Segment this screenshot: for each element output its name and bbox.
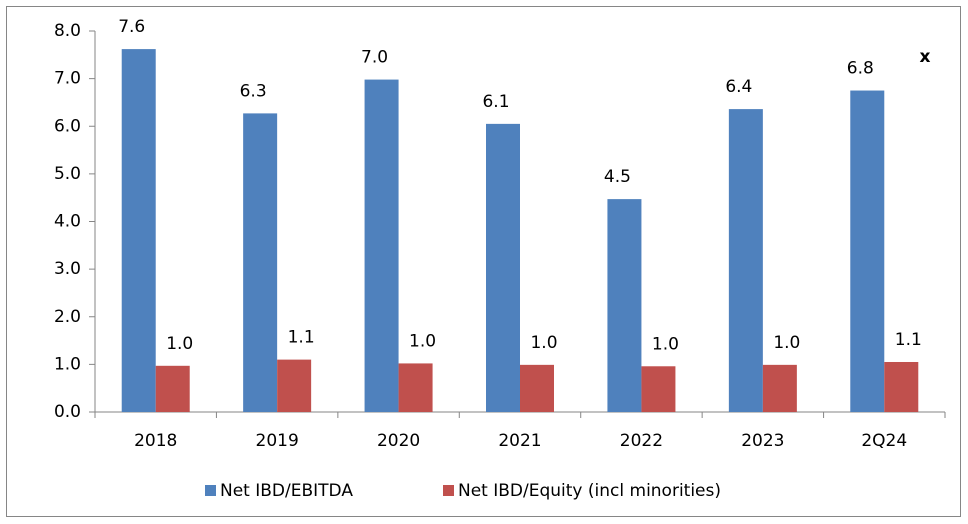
value-label: 6.8 <box>847 59 874 79</box>
value-label: 4.5 <box>604 167 631 187</box>
bar <box>243 113 278 413</box>
y-tick-label: 1.0 <box>54 354 81 374</box>
value-label: 1.1 <box>895 330 922 350</box>
x-tick-label: 2021 <box>498 431 541 451</box>
x-tick-label: 2Q24 <box>861 431 907 451</box>
legend-swatch <box>443 485 454 496</box>
bar <box>486 123 520 413</box>
value-label: 7.6 <box>118 17 145 37</box>
legend-swatch <box>205 485 216 496</box>
y-tick-label: 2.0 <box>54 307 81 327</box>
bar <box>520 364 554 412</box>
y-tick-label: 0.0 <box>54 402 81 422</box>
chart-border <box>6 6 961 517</box>
x-tick-label: 2018 <box>134 431 177 451</box>
y-tick-label: 7.0 <box>54 69 81 89</box>
bar <box>277 359 312 412</box>
legend-label: Net IBD/Equity (incl minorities) <box>458 481 721 501</box>
value-label: 6.1 <box>482 92 509 112</box>
bar <box>884 361 919 412</box>
value-label: 6.3 <box>240 81 267 101</box>
value-label: 6.4 <box>725 77 752 97</box>
value-label: 1.0 <box>409 331 436 351</box>
annotation: x <box>920 47 931 67</box>
value-label: 1.0 <box>773 333 800 353</box>
bar <box>850 90 885 412</box>
bar <box>155 365 190 412</box>
value-label: 1.0 <box>166 334 193 354</box>
legend-label: Net IBD/EBITDA <box>220 481 353 501</box>
y-tick-label: 8.0 <box>54 21 81 41</box>
bar <box>607 199 642 412</box>
x-tick-label: 2023 <box>741 431 784 451</box>
bar <box>641 366 676 412</box>
value-label: 1.0 <box>652 334 679 354</box>
value-label: 1.0 <box>530 333 557 353</box>
y-tick-label: 4.0 <box>54 212 81 232</box>
y-tick-label: 5.0 <box>54 164 81 184</box>
bar <box>121 49 156 412</box>
bar <box>398 363 433 412</box>
y-tick-label: 6.0 <box>54 116 81 136</box>
value-label: 7.0 <box>361 48 388 68</box>
x-tick-label: 2020 <box>377 431 420 451</box>
bar <box>762 364 797 412</box>
x-tick-label: 2019 <box>256 431 299 451</box>
bar <box>364 79 399 412</box>
value-label: 1.1 <box>288 328 315 348</box>
bar <box>728 109 763 412</box>
x-tick-label: 2022 <box>620 431 663 451</box>
y-tick-label: 3.0 <box>54 259 81 279</box>
